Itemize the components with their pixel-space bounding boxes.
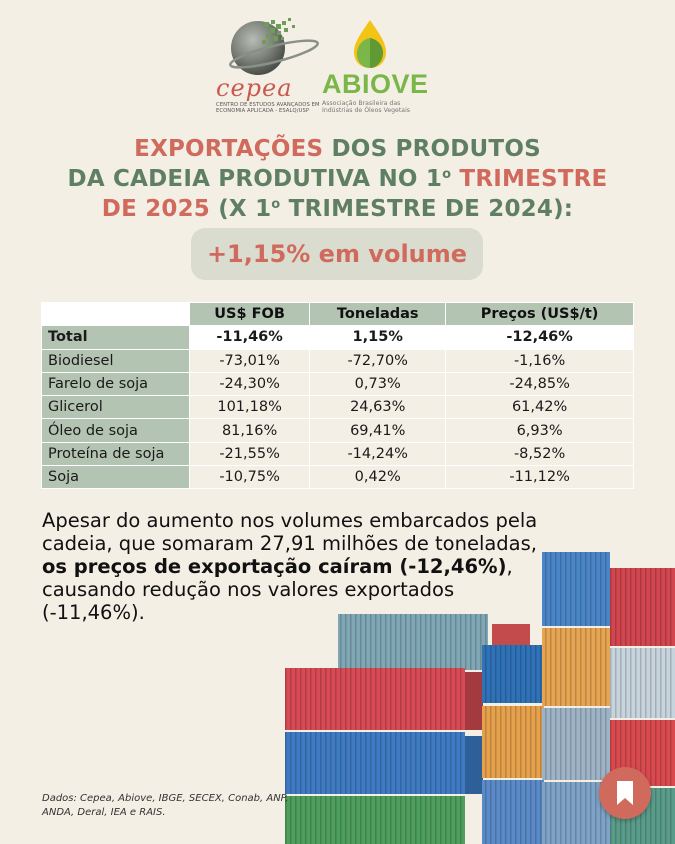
table-row: Farelo de soja -24,30% 0,73% -24,85% [41, 371, 634, 397]
cell-fob: -73,01% [188, 348, 311, 373]
logos-header: cepea CENTRO DE ESTUDOS AVANÇADOS EM ECO… [0, 14, 675, 119]
row-name: Proteína de soja [41, 441, 190, 467]
cell-fob: -11,46% [188, 325, 311, 350]
headline-red-1: EXPORTAÇÕES [134, 136, 324, 162]
row-name: Soja [41, 465, 190, 490]
headline-red-2: TRIMESTRE [451, 166, 608, 192]
headline-sup-3: o [271, 197, 281, 212]
table-row: Soja -10,75% 0,42% -11,12% [41, 465, 634, 490]
cell-tons: 69,41% [309, 418, 447, 443]
cell-fob: 101,18% [188, 395, 311, 420]
abiove-logo: ABIOVE Associação Brasileira das Indústr… [318, 18, 428, 118]
header-blank [41, 301, 190, 327]
table-row-total: Total -11,46% 1,15% -12,46% [41, 325, 634, 350]
summary-bold: os preços de exportação caíram (-12,46%) [42, 555, 507, 578]
cell-price: -1,16% [445, 348, 634, 373]
summary-text-2: , causando redução nos valores exportado… [42, 555, 513, 624]
leaf-drop-icon [354, 20, 386, 68]
cell-fob: -21,55% [188, 441, 311, 467]
table-row: Proteína de soja -21,55% -14,24% -8,52% [41, 441, 634, 467]
row-name: Glicerol [41, 395, 190, 420]
table-header-row: US$ FOB Toneladas Preços (US$/t) [41, 301, 634, 327]
headline-text-1: DOS PRODUTOS [323, 136, 541, 162]
abiove-wordmark: ABIOVE [322, 69, 429, 99]
cell-tons: 0,42% [309, 465, 447, 490]
row-name: Óleo de soja [41, 418, 190, 443]
headline: EXPORTAÇÕES DOS PRODUTOS DA CADEIA PRODU… [0, 134, 675, 224]
headline-text-3: (X 1 [210, 196, 272, 222]
headline-line-3: DE 2025 (X 1o TRIMESTRE DE 2024): [0, 194, 675, 224]
cell-tons: 24,63% [309, 395, 447, 420]
cell-tons: 1,15% [309, 325, 447, 350]
cepea-logo: cepea CENTRO DE ESTUDOS AVANÇADOS EM ECO… [212, 14, 319, 119]
headline-line-1: EXPORTAÇÕES DOS PRODUTOS [0, 134, 675, 164]
cell-price: -8,52% [445, 441, 634, 467]
row-name: Farelo de soja [41, 371, 190, 397]
globe-icon [229, 18, 319, 75]
row-name: Total [41, 325, 190, 350]
header-price: Preços (US$/t) [445, 301, 634, 327]
headline-line-2: DA CADEIA PRODUTIVA NO 1o TRIMESTRE [0, 164, 675, 194]
header-fob: US$ FOB [188, 301, 311, 327]
cell-price: 6,93% [445, 418, 634, 443]
abiove-subtitle: Associação Brasileira das Indústrias de … [322, 100, 411, 115]
table-row: Biodiesel -73,01% -72,70% -1,16% [41, 348, 634, 373]
cell-fob: -10,75% [188, 465, 311, 490]
cell-price: -12,46% [445, 325, 634, 350]
headline-sup-2: o [442, 167, 452, 182]
cepea-wordmark: cepea [216, 74, 293, 102]
bookmark-icon [617, 781, 633, 805]
summary-paragraph: Apesar do aumento nos volumes embarcados… [42, 509, 542, 624]
headline-red-3: DE 2025 [101, 196, 211, 222]
cell-price: 61,42% [445, 395, 634, 420]
cell-price: -24,85% [445, 371, 634, 397]
header-tons: Toneladas [309, 301, 447, 327]
table-row: Glicerol 101,18% 24,63% 61,42% [41, 395, 634, 420]
cell-tons: -14,24% [309, 441, 447, 467]
headline-text-3b: TRIMESTRE DE 2024): [280, 196, 574, 222]
volume-highlight-badge: +1,15% em volume [191, 228, 483, 280]
cell-price: -11,12% [445, 465, 634, 490]
cell-tons: -72,70% [309, 348, 447, 373]
cell-fob: -24,30% [188, 371, 311, 397]
summary-text-1: Apesar do aumento nos volumes embarcados… [42, 509, 538, 555]
cepea-subtitle: CENTRO DE ESTUDOS AVANÇADOS EM ECONOMIA … [216, 102, 320, 115]
volume-highlight-text: +1,15% em volume [206, 240, 468, 268]
table-row: Óleo de soja 81,16% 69,41% 6,93% [41, 418, 634, 443]
headline-text-2: DA CADEIA PRODUTIVA NO 1 [67, 166, 443, 192]
exports-table: US$ FOB Toneladas Preços (US$/t) Total -… [41, 301, 634, 490]
cell-fob: 81,16% [188, 418, 311, 443]
shipping-containers-illustration [285, 552, 675, 844]
data-sources-note: Dados: Cepea, Abiove, IBGE, SECEX, Conab… [42, 793, 289, 818]
cell-tons: 0,73% [309, 371, 447, 397]
bookmark-button[interactable] [599, 767, 651, 819]
row-name: Biodiesel [41, 348, 190, 373]
